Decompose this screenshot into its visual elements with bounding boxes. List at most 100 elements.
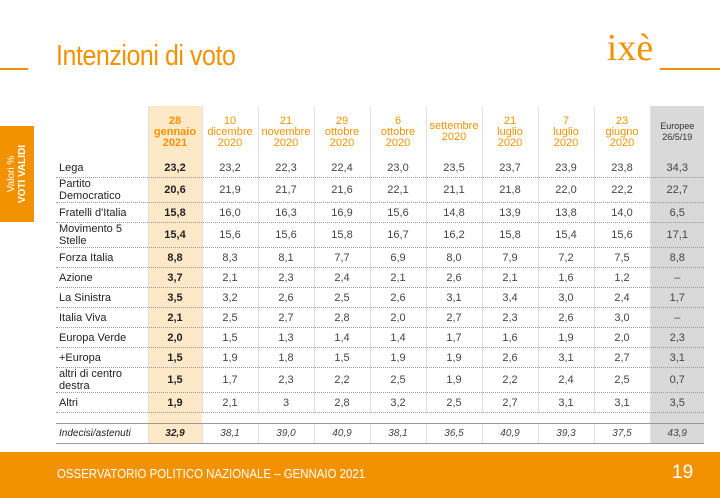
column-header: 28 gennaio 2021 (147, 106, 202, 158)
side-label: Valori % VOTI VALIDI (6, 145, 28, 203)
spacer-cell (594, 413, 650, 424)
table-row: Europa Verde 2,0 1,5 1,3 1,4 1,4 1,7 1,6 1,9 2,0 2… (56, 327, 704, 348)
value-cell: 3,1 (593, 392, 650, 413)
value-cell: 2,6 (425, 267, 482, 288)
value-cell: 22,7 (649, 177, 704, 203)
table-row: Partito Democratico 20,6 21,9 21,7 21,6 22,1 2… (56, 177, 704, 203)
value-cell: 3,7 (147, 267, 202, 288)
value-cell: 2,4 (593, 287, 650, 308)
column-header: 29 ottobre 2020 (313, 106, 370, 158)
value-cell: 23,2 (147, 158, 202, 178)
value-cell: 7,7 (313, 247, 370, 268)
column-header-line: settembre (429, 120, 479, 132)
value-cell: 2,7 (257, 307, 314, 328)
party-name: altri di centro destra (56, 367, 148, 393)
value-cell: 8,0 (425, 247, 482, 268)
value-cell: 15,6 (257, 222, 314, 248)
value-cell: 1,2 (593, 267, 650, 288)
undecided-value: 32,9 (147, 423, 202, 444)
value-cell: 3 (257, 392, 314, 413)
value-cell: 2,7 (425, 307, 482, 328)
value-cell: 2,3 (257, 267, 314, 288)
value-cell: 1,9 (425, 367, 482, 393)
page-number: 19 (672, 462, 694, 483)
column-header-line: 26/5/19 (662, 132, 693, 142)
value-cell: 1,5 (147, 347, 202, 368)
value-cell: 1,5 (201, 327, 258, 348)
column-header-line: luglio (553, 125, 579, 138)
value-cell: 3,1 (649, 347, 704, 368)
column-header-line: 21 (503, 114, 517, 127)
spacer-cell (370, 413, 426, 424)
value-cell: 2,5 (369, 367, 426, 393)
value-cell: 2,1 (369, 267, 426, 288)
value-cell: 15,6 (593, 222, 650, 248)
party-name: Europa Verde (56, 327, 148, 348)
value-cell: 15,4 (147, 222, 202, 248)
party-name: Azione (56, 267, 148, 288)
undecided-value: 39,0 (257, 423, 314, 444)
column-header-line: 7 (562, 114, 570, 127)
value-cell: 2,3 (481, 307, 538, 328)
undecided-value: 43,9 (649, 423, 704, 444)
spacer-cell (482, 413, 538, 424)
column-header-line: 23 (615, 114, 629, 127)
value-cell: 2,6 (537, 307, 594, 328)
side-label-line2: VOTI VALIDI (17, 144, 28, 204)
value-cell: 21,9 (201, 177, 258, 203)
column-header-line: 10 (223, 114, 237, 127)
value-cell: 3,1 (537, 347, 594, 368)
value-cell: 22,2 (593, 177, 650, 203)
party-name: Italia Viva (56, 307, 148, 328)
value-cell: 1,7 (649, 287, 704, 308)
value-cell: 16,2 (425, 222, 482, 248)
column-header: 21 novembre 2020 (257, 106, 314, 158)
value-cell: 23,2 (201, 158, 258, 178)
table-row: +Europa 1,5 1,9 1,8 1,5 1,9 1,9 2,6 3,1 2,7 3,1 (56, 347, 704, 368)
value-cell: 15,4 (537, 222, 594, 248)
column-header-line: 21 (279, 114, 293, 127)
value-cell: 3,0 (537, 287, 594, 308)
title-accent-line (0, 68, 28, 70)
spacer-cell (538, 413, 594, 424)
value-cell: 6,5 (649, 202, 704, 223)
column-header-line: novembre (261, 125, 311, 138)
value-cell: 15,6 (369, 202, 426, 223)
party-name: La Sinistra (56, 287, 148, 308)
value-cell: 8,8 (147, 247, 202, 268)
logo-text: ixè (607, 27, 653, 69)
value-cell: 1,7 (425, 327, 482, 348)
value-cell: 2,1 (481, 267, 538, 288)
value-cell: 3,1 (425, 287, 482, 308)
value-cell: 3,2 (201, 287, 258, 308)
value-cell: 1,6 (481, 327, 538, 348)
value-cell: 23,5 (425, 158, 482, 178)
value-cell: 22,4 (313, 158, 370, 178)
undecided-value: 40,9 (313, 423, 370, 444)
column-header: Europee 26/5/19 (649, 106, 704, 158)
column-header: 6 ottobre 2020 (369, 106, 426, 158)
spacer-cell (426, 413, 482, 424)
value-cell: 16,3 (257, 202, 314, 223)
value-cell: 22,1 (369, 177, 426, 203)
value-cell: 1,9 (369, 347, 426, 368)
column-header-line: 29 (335, 114, 349, 127)
column-header: settembre 2020 (425, 106, 482, 158)
column-header-line: 2020 (329, 136, 355, 149)
column-header-line: 2021 (162, 136, 188, 149)
value-cell: 13,9 (481, 202, 538, 223)
value-cell: 7,2 (537, 247, 594, 268)
value-cell: 2,1 (201, 392, 258, 413)
column-header-line: Europee (660, 121, 695, 131)
value-cell: 2,6 (369, 287, 426, 308)
value-cell: 1,4 (369, 327, 426, 348)
value-cell: 0,7 (649, 367, 704, 393)
value-cell: 2,1 (147, 307, 202, 328)
party-name: Forza Italia (56, 247, 148, 268)
value-cell: 2,0 (369, 307, 426, 328)
undecided-value: 40,9 (481, 423, 538, 444)
column-header-line: 2020 (609, 136, 635, 149)
value-cell: 1,7 (201, 367, 258, 393)
value-cell: 2,0 (593, 327, 650, 348)
table-row: Altri 1,9 2,1 3 2,8 3,2 2,5 2,7 3,1 3,1 3,5 (56, 392, 704, 413)
